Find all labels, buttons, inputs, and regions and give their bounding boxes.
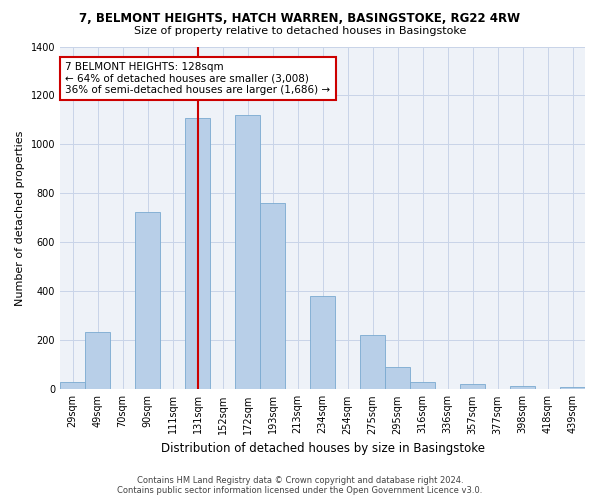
Bar [135,212,160,390]
Bar [460,384,485,390]
Bar [185,118,210,390]
Bar [310,296,335,390]
Bar [360,336,385,390]
Text: 7, BELMONT HEIGHTS, HATCH WARREN, BASINGSTOKE, RG22 4RW: 7, BELMONT HEIGHTS, HATCH WARREN, BASING… [79,12,521,26]
Text: Contains HM Land Registry data © Crown copyright and database right 2024.
Contai: Contains HM Land Registry data © Crown c… [118,476,482,495]
Bar [85,332,110,390]
Bar [560,387,585,390]
Bar [235,115,260,390]
Text: 7 BELMONT HEIGHTS: 128sqm
← 64% of detached houses are smaller (3,008)
36% of se: 7 BELMONT HEIGHTS: 128sqm ← 64% of detac… [65,62,331,95]
Bar [410,382,435,390]
Bar [60,382,85,390]
Y-axis label: Number of detached properties: Number of detached properties [15,130,25,306]
Text: Size of property relative to detached houses in Basingstoke: Size of property relative to detached ho… [134,26,466,36]
Bar [385,368,410,390]
X-axis label: Distribution of detached houses by size in Basingstoke: Distribution of detached houses by size … [161,442,485,455]
Bar [260,203,285,390]
Bar [510,386,535,390]
